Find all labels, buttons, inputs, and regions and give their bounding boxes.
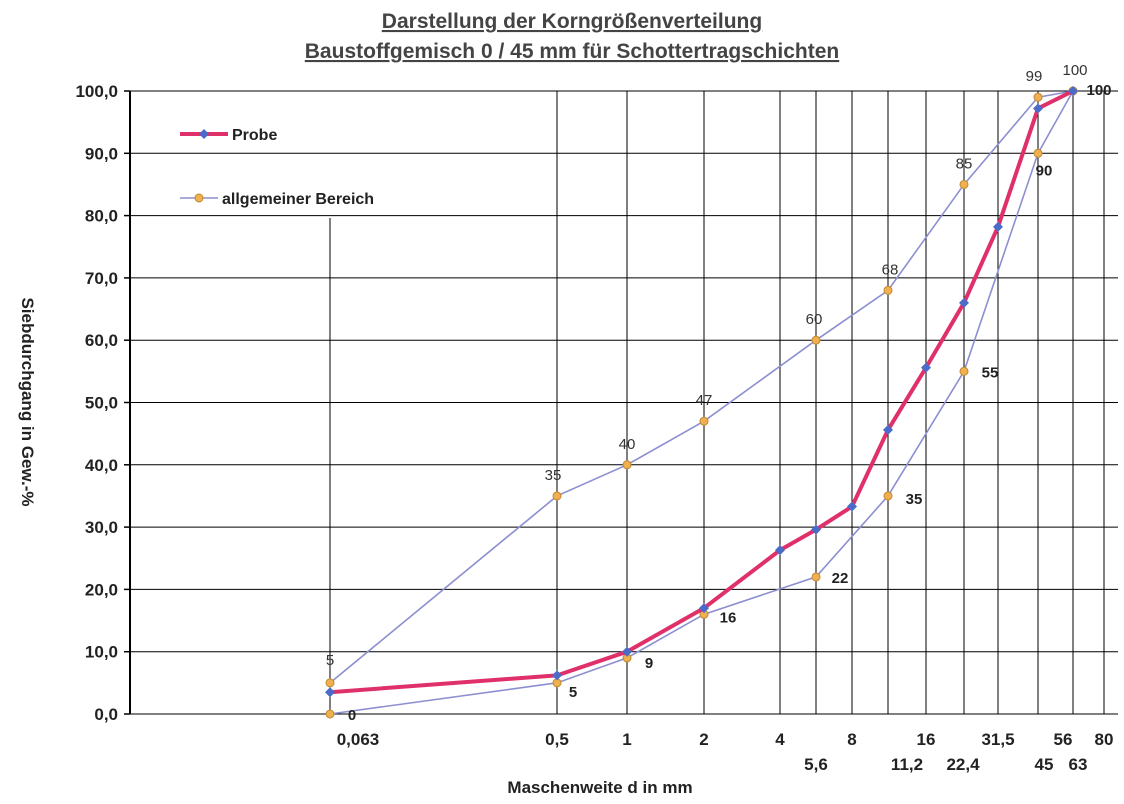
x-tick-label: 80 (1095, 730, 1114, 749)
y-tick-label: 20,0 (85, 580, 118, 599)
x-tick-label: 5,6 (804, 755, 828, 774)
x-tick-label: 8 (847, 730, 856, 749)
x-tick-label: 45 (1035, 755, 1054, 774)
probe-series (325, 86, 1078, 698)
probe-point (811, 524, 821, 535)
range-upper-data-label: 100 (1062, 62, 1087, 79)
y-tick-label: 90,0 (85, 144, 118, 163)
x-tick-label: 2 (699, 730, 708, 749)
probe-point (552, 670, 562, 681)
x-tick-label: 0,063 (337, 730, 380, 749)
grid-layer (124, 90, 1118, 715)
probe-point (622, 646, 632, 657)
y-axis-label: Siebdurchgang in Gew.-% (18, 297, 37, 506)
range-upper-data-label: 68 (882, 261, 899, 278)
range-lower-data-label: 90 (1036, 162, 1053, 179)
x-tick-label: 11,2 (891, 755, 923, 774)
range-lower-data-label: 9 (645, 655, 653, 672)
range-upper-data-label: 47 (696, 392, 713, 409)
y-tick-label: 100,0 (75, 82, 118, 101)
probe-point (921, 362, 931, 373)
range-upper-data-label: 85 (956, 155, 973, 172)
legend-probe-marker (199, 129, 209, 139)
legend-range-marker (194, 193, 204, 203)
legend: Probe allgemeiner Bereich (180, 127, 374, 208)
legend-probe-label: Probe (232, 127, 277, 144)
y-tick-label: 60,0 (85, 331, 118, 350)
range-upper-data-label: 40 (619, 436, 636, 453)
x-axis-label: Maschenweite d in mm (507, 778, 692, 797)
y-tick-label: 50,0 (85, 394, 118, 413)
range-lower-data-label: 5 (569, 684, 577, 701)
range-upper-point (959, 179, 969, 189)
probe-point (993, 221, 1003, 232)
x-tick-label: 63 (1069, 755, 1088, 774)
probe-point (883, 424, 893, 435)
x-tick-label: 16 (917, 730, 936, 749)
range-upper-point (552, 491, 562, 501)
y-tick-labels: 0,0 10,0 20,0 30,0 40,0 50,0 60,0 70,0 80,0 90,0 1… (75, 82, 118, 724)
range-upper-data-label: 60 (806, 311, 823, 328)
range-lower-data-label: 22 (832, 570, 849, 587)
range-upper-data-label: 99 (1026, 68, 1043, 85)
range-lower-point (883, 491, 893, 501)
probe-point (1033, 103, 1043, 114)
range-lower-point (1033, 148, 1043, 158)
range-lower-data-label: 0 (348, 707, 356, 724)
range-series: 5 35 40 47 60 68 85 99 100 0 5 9 16 22 35 55 90 100 (325, 62, 1112, 724)
range-upper-data-label: 5 (326, 652, 334, 669)
range-upper-point (325, 678, 335, 688)
y-tick-label: 10,0 (85, 643, 118, 662)
range-upper-point (883, 285, 893, 295)
range-lower-point (811, 572, 821, 582)
probe-point (699, 603, 709, 614)
x-tick-label: 4 (775, 730, 785, 749)
y-tick-label: 80,0 (85, 207, 118, 226)
probe-point (1068, 86, 1078, 96)
x-tick-labels: 0,063 0,5 1 2 4 8 16 31,5 56 80 5,6 11,2 22,4 45 63 (337, 730, 1114, 774)
legend-range-label: allgemeiner Bereich (222, 191, 374, 208)
range-upper-point (1033, 92, 1043, 102)
probe-point (325, 687, 335, 698)
range-upper-point (622, 460, 632, 470)
chart-title: Darstellung der Korngrößenverteilung (382, 10, 762, 33)
range-lower-data-label: 100 (1086, 82, 1111, 99)
range-lower-data-label: 35 (906, 491, 923, 508)
probe-point (847, 501, 857, 512)
x-tick-label: 31,5 (981, 730, 1014, 749)
range-lower-data-label: 16 (720, 609, 737, 626)
y-tick-label: 70,0 (85, 269, 118, 288)
range-upper-data-label: 35 (545, 467, 562, 484)
y-tick-label: 0,0 (94, 705, 118, 724)
range-upper-point (699, 416, 709, 426)
range-upper-point (811, 335, 821, 345)
x-tick-label: 1 (622, 730, 631, 749)
range-upper-line (329, 90, 1074, 684)
x-tick-label: 22,4 (946, 755, 980, 774)
range-lower-data-label: 55 (982, 364, 999, 381)
y-tick-label: 40,0 (85, 456, 118, 475)
y-tick-label: 30,0 (85, 518, 118, 537)
x-tick-label: 56 (1054, 730, 1073, 749)
chart-subtitle: Baustoffgemisch 0 / 45 mm für Schottertr… (305, 40, 839, 63)
range-lower-point (959, 366, 969, 376)
probe-point (775, 545, 785, 556)
probe-point (959, 297, 969, 308)
range-lower-point (325, 709, 335, 719)
x-tick-label: 0,5 (545, 730, 569, 749)
